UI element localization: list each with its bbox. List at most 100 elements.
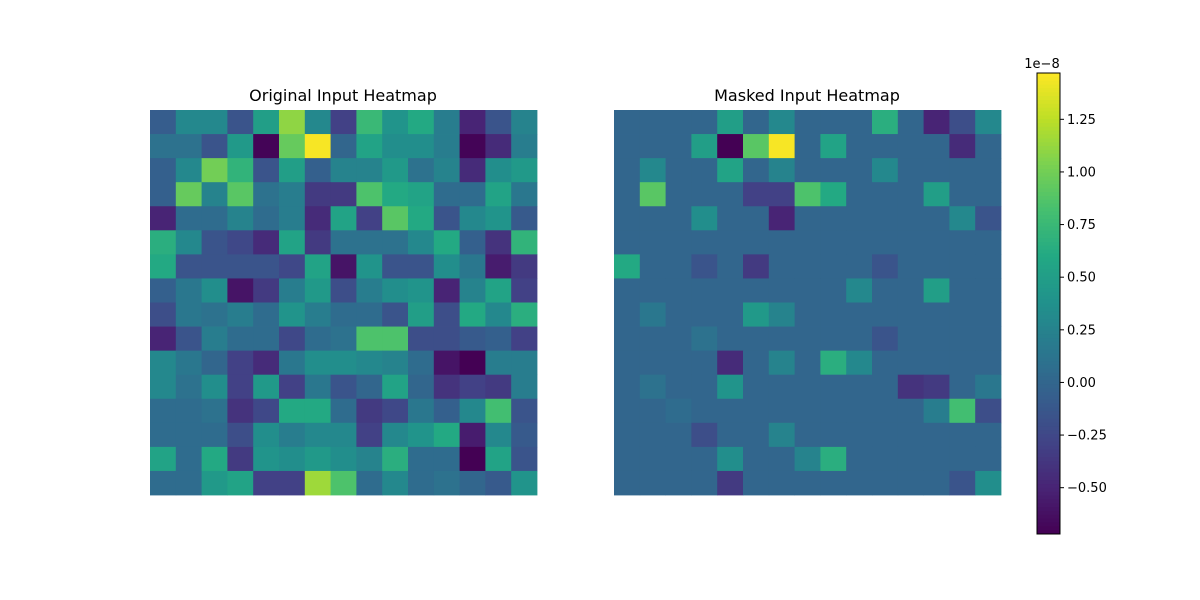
original-heatmap-cell-r5-c14 bbox=[511, 230, 538, 255]
masked-heatmap-cell-r13-c2 bbox=[665, 422, 692, 448]
original-heatmap-cell-r8-c4 bbox=[253, 302, 280, 327]
original-heatmap-cell-r7-c4 bbox=[253, 278, 280, 303]
masked-heatmap-cell-r5-c3 bbox=[691, 230, 718, 255]
colorbar-gradient-segment bbox=[1037, 315, 1060, 320]
masked-heatmap-cell-r12-c2 bbox=[665, 398, 692, 424]
colorbar-gradient-segment bbox=[1037, 472, 1060, 477]
masked-heatmap-cell-r0-c5 bbox=[743, 110, 770, 135]
original-heatmap-cell-r15-c6 bbox=[304, 470, 331, 496]
masked-heatmap-cell-r2-c13 bbox=[949, 158, 976, 183]
original-heatmap-cell-r0-c0 bbox=[150, 110, 177, 135]
original-heatmap-cell-r11-c12 bbox=[459, 374, 486, 400]
masked-heatmap-cell-r15-c7 bbox=[794, 470, 821, 496]
original-heatmap-cell-r14-c6 bbox=[304, 446, 331, 472]
masked-heatmap-cells bbox=[614, 110, 1002, 496]
colorbar-gradient-segment bbox=[1037, 222, 1060, 228]
original-heatmap-cell-r1-c10 bbox=[408, 134, 435, 159]
masked-heatmap-cell-r9-c10 bbox=[872, 326, 899, 352]
original-heatmap-cell-r13-c12 bbox=[459, 422, 486, 448]
original-heatmap-cell-r12-c3 bbox=[227, 398, 254, 424]
original-heatmap-cell-r6-c4 bbox=[253, 254, 280, 279]
original-heatmap-cell-r10-c9 bbox=[382, 350, 409, 376]
original-heatmap-cell-r2-c1 bbox=[175, 158, 202, 183]
original-heatmap-cell-r4-c10 bbox=[408, 206, 435, 231]
original-heatmap-cell-r1-c2 bbox=[201, 134, 228, 159]
masked-heatmap-cell-r0-c14 bbox=[975, 110, 1002, 135]
masked-heatmap-cell-r13-c3 bbox=[691, 422, 718, 448]
original-heatmap-cell-r3-c8 bbox=[356, 182, 383, 207]
masked-heatmap-cell-r9-c4 bbox=[717, 326, 744, 352]
colorbar-gradient-segment bbox=[1037, 318, 1060, 324]
original-heatmap-cell-r15-c8 bbox=[356, 470, 383, 496]
colorbar-gradient-segment bbox=[1037, 434, 1060, 439]
original-heatmap-cell-r5-c7 bbox=[330, 230, 357, 255]
masked-heatmap-cell-r11-c12 bbox=[923, 374, 950, 400]
original-heatmap-cell-r11-c4 bbox=[253, 374, 280, 400]
colorbar-gradient bbox=[1037, 73, 1060, 535]
original-heatmap-cell-r0-c11 bbox=[433, 110, 460, 135]
original-heatmap-cell-r5-c11 bbox=[433, 230, 460, 255]
original-heatmap-cell-r0-c9 bbox=[382, 110, 409, 135]
colorbar-gradient-segment bbox=[1037, 530, 1060, 535]
masked-heatmap-cell-r10-c3 bbox=[691, 350, 718, 376]
masked-heatmap-cell-r15-c0 bbox=[614, 470, 641, 496]
masked-heatmap-cell-r1-c8 bbox=[820, 134, 847, 159]
masked-heatmap-cell-r1-c3 bbox=[691, 134, 718, 159]
masked-heatmap-cell-r10-c11 bbox=[897, 350, 924, 376]
original-heatmap-cell-r8-c0 bbox=[150, 302, 177, 327]
colorbar-gradient-segment bbox=[1037, 326, 1060, 331]
masked-heatmap-cell-r11-c4 bbox=[717, 374, 744, 400]
masked-heatmap-cell-r7-c14 bbox=[975, 278, 1002, 303]
original-heatmap-cell-r7-c14 bbox=[511, 278, 538, 303]
masked-heatmap-cell-r15-c5 bbox=[743, 470, 770, 496]
original-heatmap-cell-r5-c1 bbox=[175, 230, 202, 255]
original-heatmap-cell-r14-c9 bbox=[382, 446, 409, 472]
masked-heatmap-cell-r14-c3 bbox=[691, 446, 718, 472]
masked-heatmap-cell-r13-c12 bbox=[923, 422, 950, 448]
original-heatmap-cell-r9-c5 bbox=[279, 326, 306, 352]
original-heatmap-cell-r2-c11 bbox=[433, 158, 460, 183]
original-heatmap-cell-r14-c11 bbox=[433, 446, 460, 472]
original-heatmap-cell-r4-c9 bbox=[382, 206, 409, 231]
original-heatmap-cell-r4-c11 bbox=[433, 206, 460, 231]
original-heatmap-cell-r13-c5 bbox=[279, 422, 306, 448]
original-heatmap-cell-r1-c0 bbox=[150, 134, 177, 159]
masked-heatmap-cell-r15-c9 bbox=[846, 470, 873, 496]
original-heatmap-cell-r11-c10 bbox=[408, 374, 435, 400]
original-heatmap-cell-r3-c1 bbox=[175, 182, 202, 207]
colorbar-gradient-segment bbox=[1037, 295, 1060, 301]
masked-heatmap-cell-r11-c7 bbox=[794, 374, 821, 400]
masked-heatmap-cell-r14-c10 bbox=[872, 446, 899, 472]
masked-heatmap-cell-r6-c12 bbox=[923, 254, 950, 279]
masked-heatmap-cell-r11-c1 bbox=[639, 374, 666, 400]
original-heatmap-cell-r0-c10 bbox=[408, 110, 435, 135]
original-heatmap-cell-r11-c8 bbox=[356, 374, 383, 400]
masked-heatmap-cell-r1-c4 bbox=[717, 134, 744, 159]
colorbar-gradient-segment bbox=[1037, 134, 1060, 139]
masked-heatmap-cell-r7-c13 bbox=[949, 278, 976, 303]
colorbar-gradient-segment bbox=[1037, 207, 1060, 212]
masked-heatmap-cell-r4-c0 bbox=[614, 206, 641, 231]
original-heatmap-cell-r15-c12 bbox=[459, 470, 486, 496]
colorbar-gradient-segment bbox=[1037, 341, 1060, 347]
masked-heatmap-cell-r0-c12 bbox=[923, 110, 950, 135]
masked-heatmap-cell-r2-c9 bbox=[846, 158, 873, 183]
colorbar-gradient-segment bbox=[1037, 188, 1060, 193]
original-heatmap-cell-r4-c14 bbox=[511, 206, 538, 231]
masked-heatmap-cell-r6-c9 bbox=[846, 254, 873, 279]
original-heatmap-cell-r4-c0 bbox=[150, 206, 177, 231]
original-heatmap-cell-r7-c1 bbox=[175, 278, 202, 303]
original-heatmap-cell-r10-c6 bbox=[304, 350, 331, 376]
colorbar-gradient-segment bbox=[1037, 445, 1060, 450]
original-heatmap-cell-r10-c5 bbox=[279, 350, 306, 376]
masked-heatmap-cell-r15-c3 bbox=[691, 470, 718, 496]
colorbar-tick-label: 1.00 bbox=[1067, 165, 1096, 180]
original-heatmap-cell-r15-c13 bbox=[485, 470, 512, 496]
colorbar-gradient-segment bbox=[1037, 303, 1060, 308]
colorbar-gradient-segment bbox=[1037, 73, 1060, 78]
masked-heatmap-cell-r10-c1 bbox=[639, 350, 666, 376]
colorbar-gradient-segment bbox=[1037, 242, 1060, 247]
masked-heatmap-cell-r12-c7 bbox=[794, 398, 821, 424]
colorbar-gradient-segment bbox=[1037, 103, 1060, 109]
